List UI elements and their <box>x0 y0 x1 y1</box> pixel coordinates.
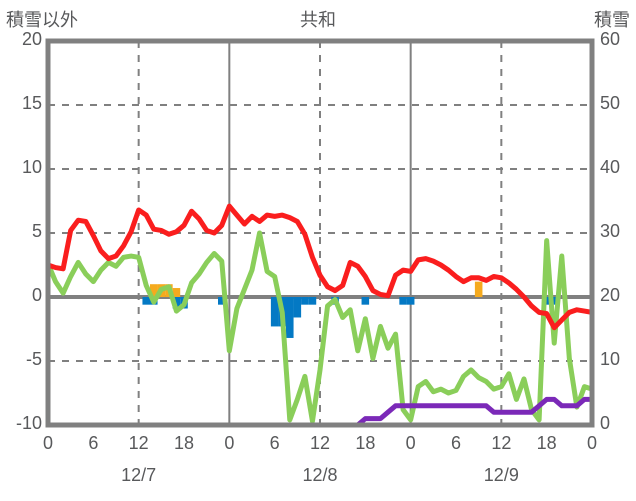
plot-frame <box>45 38 595 428</box>
bar-rain <box>474 281 483 297</box>
x-tick-label: 0 <box>405 433 416 453</box>
bar-snow <box>406 297 415 305</box>
bar-snow <box>550 297 558 305</box>
y2-tick-label: 40 <box>600 157 621 177</box>
y2-tick-label: 0 <box>600 413 611 433</box>
y-tick-label: 5 <box>31 221 42 241</box>
x-tick-label: 12 <box>309 433 331 453</box>
bar-snow <box>270 297 279 327</box>
x-tick-label: 6 <box>450 433 461 453</box>
bar-snow <box>293 297 302 318</box>
y2-tick-label: 20 <box>600 285 621 305</box>
left-axis-unit-label: 積雪以外 <box>6 10 78 30</box>
y2-tick-label: 10 <box>600 349 621 369</box>
x-tick-label: 0 <box>586 433 597 453</box>
x-day-label: 12/9 <box>483 465 519 485</box>
bar-snow <box>399 297 407 305</box>
y-tick-label: -5 <box>25 349 42 369</box>
bar-snow <box>142 297 150 305</box>
x-tick-label: 18 <box>173 433 195 453</box>
bar-snow <box>361 297 370 305</box>
y-tick-label: 20 <box>21 29 42 49</box>
right-axis-unit-label: 積雪 <box>594 10 630 30</box>
x-tick-label: 12 <box>128 433 149 453</box>
bar-snow <box>308 297 317 305</box>
x-tick-label: 6 <box>88 433 99 453</box>
y-tick-label: 15 <box>21 93 42 113</box>
x-tick-label: 18 <box>355 433 376 453</box>
y2-tick-label: 50 <box>600 93 621 113</box>
line-secondary <box>45 230 595 424</box>
x-tick-label: 6 <box>269 433 280 453</box>
bar-snow <box>218 297 226 305</box>
bar-rain <box>172 288 181 297</box>
x-day-label: 12/7 <box>121 465 157 485</box>
bar-snow <box>286 297 294 338</box>
x-tick-label: 18 <box>536 433 557 453</box>
x-tick-label: 0 <box>224 433 235 453</box>
y2-tick-label: 60 <box>600 29 621 49</box>
bar-snow <box>542 297 551 305</box>
bar-rain <box>150 284 158 297</box>
chart-title: 共和 <box>300 10 336 30</box>
x-day-label: 12/8 <box>302 465 338 485</box>
y2-tick-label: 30 <box>600 221 621 241</box>
bar-snow <box>301 297 309 305</box>
x-tick-label: 12 <box>491 433 512 453</box>
x-tick-label: 0 <box>42 433 53 453</box>
y-tick-label: 10 <box>21 157 42 177</box>
y-tick-label: 0 <box>31 285 42 305</box>
y-tick-label: -10 <box>15 413 42 433</box>
line-temperature <box>45 203 595 331</box>
